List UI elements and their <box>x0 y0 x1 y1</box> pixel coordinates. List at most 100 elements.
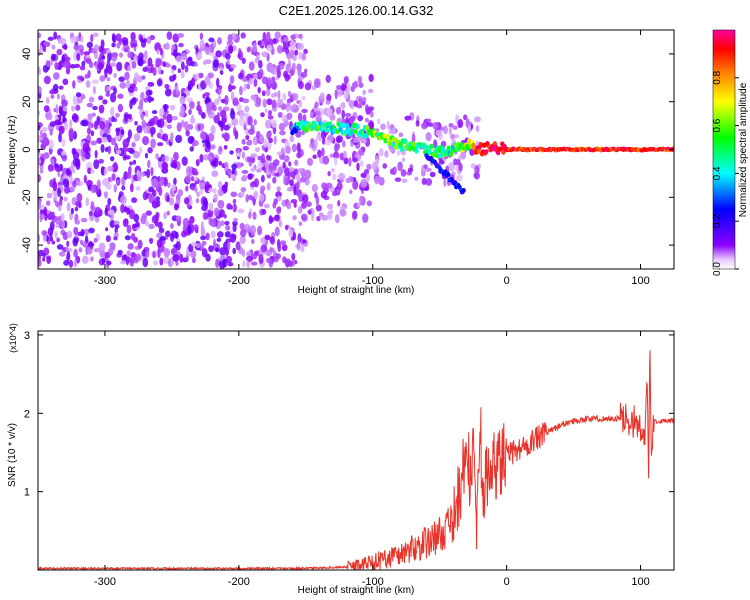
spectrogram-cell <box>200 243 205 250</box>
spectrogram-cell <box>415 120 420 127</box>
spectrogram-cell <box>224 231 231 238</box>
spectrogram-cell <box>173 151 179 161</box>
spectrogram-cell <box>266 182 271 191</box>
spectrogram-cell <box>219 247 227 256</box>
spectrogram-cell <box>145 249 150 258</box>
spectrogram-cell <box>252 42 257 53</box>
spectrogram-cell <box>97 62 104 70</box>
spectrogram-cell <box>66 202 71 212</box>
spectrogram-cell <box>110 137 117 146</box>
spectrogram-cell <box>156 238 163 248</box>
spectrogram-cell <box>241 248 246 258</box>
spectrogram-cell <box>292 54 297 62</box>
spectrogram-cell <box>250 167 256 172</box>
spectrogram-cell <box>249 225 257 236</box>
spectrogram-cell <box>240 187 247 192</box>
spectrogram-cell <box>86 102 93 108</box>
spectrogram-cell <box>127 129 132 140</box>
spectrogram-cell <box>283 36 289 43</box>
spectrogram-cell <box>69 64 77 69</box>
spectrogram-cell <box>107 145 112 155</box>
spectrogram-cell <box>102 178 109 187</box>
spectrogram-cell <box>124 117 128 123</box>
spectrogram-cell <box>112 243 116 251</box>
spectrogram-cell <box>257 40 262 46</box>
spectrogram-cell <box>223 161 229 168</box>
spectrogram-cell <box>57 38 62 44</box>
snr-multiplier: (x10^4) <box>8 323 18 353</box>
spectrogram-cell <box>43 41 51 48</box>
spectrogram-cell <box>107 209 115 216</box>
spectrogram-cell <box>69 175 73 186</box>
spectrogram-cell <box>172 89 177 98</box>
spectrogram-cell <box>96 137 103 144</box>
spectrogram-cell <box>420 164 425 174</box>
spectrogram-cell <box>236 104 242 111</box>
spectrogram-cell <box>246 83 251 90</box>
spectrogram-cell <box>252 73 259 79</box>
spectrogram-x-tick-label: 0 <box>504 275 510 287</box>
spectrogram-cell <box>473 116 481 123</box>
spectrogram-cell <box>213 193 218 203</box>
spectrogram-cell <box>148 223 155 230</box>
spectrogram-cell <box>82 120 89 127</box>
spectrogram-cell <box>80 35 84 43</box>
spectrogram-cell <box>127 65 132 72</box>
spectrogram-cell <box>266 44 273 52</box>
spectrogram-cell <box>296 241 301 250</box>
spectrogram-cell <box>159 47 163 56</box>
spectrogram-cell <box>206 102 212 112</box>
spectrogram-cell <box>258 68 264 79</box>
spectrogram-cell <box>123 171 129 180</box>
spectrogram-cell <box>274 91 278 97</box>
spectrogram-cell <box>199 188 204 196</box>
spectrogram-cell <box>216 231 224 238</box>
spectrogram-cell <box>290 34 296 40</box>
spectrogram-cell <box>137 239 143 249</box>
spectrogram-cell <box>261 153 265 163</box>
spectrogram-cell <box>352 157 358 163</box>
spectrogram-cell <box>176 122 182 132</box>
spectrogram-cell <box>107 197 112 206</box>
spectrogram-cell <box>65 246 69 252</box>
spectrogram-cell <box>123 155 131 160</box>
spectrogram-cell <box>310 138 315 146</box>
spectrogram-cell <box>359 195 363 204</box>
spectrogram-cell <box>273 135 277 145</box>
spectrogram-cell <box>135 221 140 228</box>
spectrogram-cell <box>105 92 111 97</box>
spectrogram-cell <box>282 93 287 101</box>
spectrogram-cell <box>324 139 332 146</box>
spectrogram-cell <box>241 151 245 159</box>
spectrogram-cell <box>74 233 79 238</box>
spectrogram-cell <box>239 111 244 119</box>
spectrogram-cell <box>298 100 303 108</box>
spectrogram-cell <box>127 113 132 120</box>
spectrogram-cell <box>75 158 81 168</box>
spectrogram-cell <box>193 224 199 232</box>
spectrogram-cell <box>187 83 192 92</box>
spectrogram-cell <box>100 143 105 153</box>
spectrogram-cell <box>321 147 325 157</box>
spectrogram-cell <box>133 151 140 159</box>
spectrogram-cell <box>62 178 70 188</box>
spectrogram-cell <box>128 209 136 220</box>
spectrogram-cell <box>261 90 266 97</box>
spectrogram-cell <box>70 207 74 215</box>
spectrogram-cell <box>47 227 54 236</box>
spectrogram-cell <box>147 159 151 169</box>
spectrogram-cell <box>66 240 70 247</box>
spectrogram-cell <box>253 119 257 126</box>
spectrogram-cell <box>69 119 73 129</box>
spectrogram-cell <box>198 72 204 79</box>
spectrogram-cell <box>259 133 264 143</box>
colorbar: 0.0 0.2 0.4 0.6 0.8 Normalized spectral ampl… <box>712 29 749 276</box>
spectrogram-cell <box>53 190 58 201</box>
spectrogram-cell <box>115 128 120 137</box>
spectrogram-cell <box>336 87 343 98</box>
spectrogram-cell <box>380 123 386 130</box>
spectrogram-cell <box>240 176 247 182</box>
spectrogram-ridge-cell <box>402 138 408 144</box>
spectrogram-cell <box>358 97 362 107</box>
spectrogram-cell <box>84 234 89 244</box>
